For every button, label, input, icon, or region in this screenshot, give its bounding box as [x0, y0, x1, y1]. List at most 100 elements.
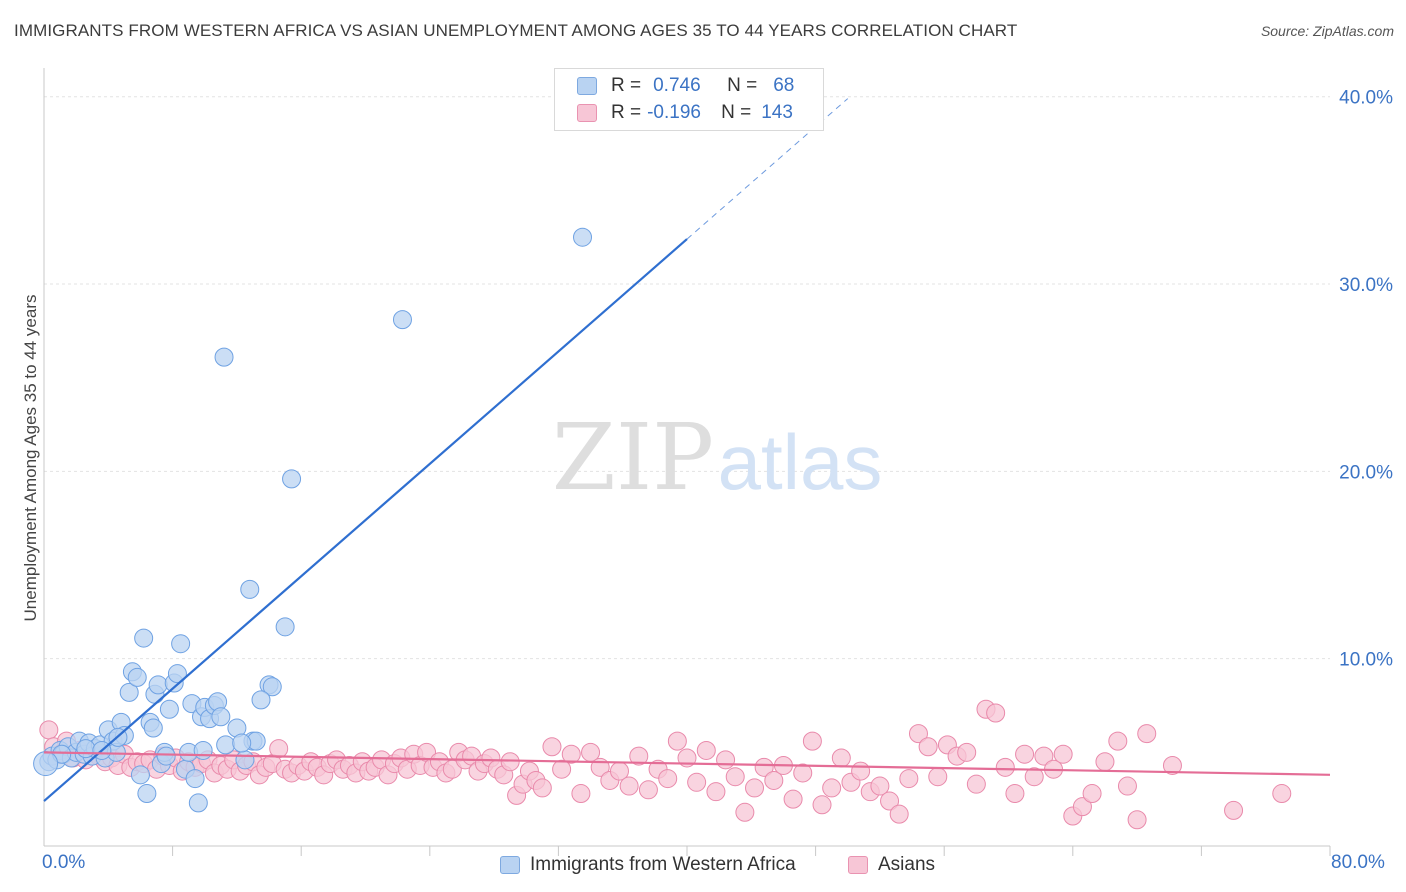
asians-point: [966, 774, 986, 794]
asians-point: [995, 757, 1015, 777]
chart-title: IMMIGRANTS FROM WESTERN AFRICA VS ASIAN …: [14, 21, 1018, 40]
legend-row-asians: R = -0.196 N = 143: [577, 101, 793, 125]
asians-point: [1095, 752, 1115, 772]
immigrants-point: [235, 750, 255, 770]
y-tick-label: 30.0%: [1339, 275, 1393, 296]
y-axis-label: Unemployment Among Ages 35 to 44 years: [21, 295, 40, 622]
asians-point: [1162, 755, 1182, 775]
legend-swatch-pink: [577, 104, 597, 122]
legend-swatch-pink: [848, 856, 868, 874]
immigrants-point: [232, 733, 252, 753]
asians-point: [812, 795, 832, 815]
correlation-legend: R = 0.746 N = 68 R = -0.196 N = 143: [554, 68, 824, 131]
x-tick-label-min: 0.0%: [42, 852, 86, 873]
asians-point: [1082, 784, 1102, 804]
asians-point: [667, 731, 687, 751]
asians-point: [1224, 800, 1244, 820]
asians-point: [1117, 776, 1137, 796]
asians-point: [1272, 784, 1292, 804]
immigrants-point: [193, 740, 213, 760]
asians-point: [696, 740, 716, 760]
asians-point: [716, 750, 736, 770]
immigrants-trend-line: [43, 238, 688, 802]
immigrants-point: [137, 784, 157, 804]
immigrants-point: [171, 634, 191, 654]
asians-point: [687, 772, 707, 792]
legend-swatch-blue: [500, 856, 520, 874]
asians-point: [552, 759, 572, 779]
immigrants-point: [119, 682, 139, 702]
immigrants-point: [185, 769, 205, 789]
immigrants-point: [188, 793, 208, 813]
immigrants-point: [143, 718, 163, 738]
immigrants-point: [156, 746, 176, 766]
legend-r-value: 0.746: [653, 75, 701, 96]
legend-row-immigrants: R = 0.746 N = 68: [577, 74, 794, 98]
asians-point: [851, 761, 871, 781]
asians-point: [532, 778, 552, 798]
asians-point: [1053, 744, 1073, 764]
asians-point: [754, 757, 774, 777]
asians-point: [542, 737, 562, 757]
asians-point: [1127, 810, 1147, 830]
immigrants-point: [240, 579, 260, 599]
asians-point: [764, 770, 784, 790]
legend-r-label: R =: [611, 102, 642, 123]
asians-point: [908, 724, 928, 744]
asians-point: [802, 731, 822, 751]
asians-point: [918, 737, 938, 757]
asians-point: [500, 752, 520, 772]
asians-point: [745, 778, 765, 798]
immigrants-point: [275, 617, 295, 637]
source-label: Source: ZipAtlas.com: [1260, 23, 1394, 39]
immigrants-point: [167, 664, 187, 684]
asians-point: [39, 720, 59, 740]
legend-swatch-blue: [577, 77, 597, 95]
legend-item-asians[interactable]: Asians: [848, 851, 935, 879]
immigrants-point: [251, 690, 271, 710]
immigrants-point: [282, 469, 302, 489]
watermark: ZIP atlas: [552, 404, 882, 511]
immigrants-point: [216, 735, 236, 755]
immigrants-point: [159, 699, 179, 719]
asians-point: [1005, 784, 1025, 804]
axes: [43, 68, 1331, 856]
y-tick-label: 40.0%: [1339, 88, 1393, 109]
asians-point: [822, 778, 842, 798]
immigrants-points: [33, 227, 593, 813]
immigrants-point: [134, 628, 154, 648]
asians-point: [1137, 724, 1157, 744]
asians-point: [880, 791, 900, 811]
asians-point: [793, 763, 813, 783]
asians-point: [783, 789, 803, 809]
asians-point: [870, 776, 890, 796]
asians-point: [561, 744, 581, 764]
asians-point: [658, 769, 678, 789]
legend-r-label: R =: [611, 75, 642, 96]
series-legend: Immigrants from Western Africa Asians: [0, 851, 1406, 879]
grid-lines: [44, 96, 1330, 660]
asians-point: [619, 776, 639, 796]
legend-r-value: -0.196: [647, 102, 701, 123]
asians-trend-line: [43, 751, 1331, 776]
immigrants-point: [392, 310, 412, 330]
asians-point: [1024, 767, 1044, 787]
asians-point: [638, 780, 658, 800]
immigrants-point: [573, 227, 593, 247]
asians-point: [889, 804, 909, 824]
asians-point: [1015, 744, 1035, 764]
watermark-zip: ZIP: [552, 404, 714, 511]
y-tick-label: 10.0%: [1339, 650, 1393, 671]
immigrants-point: [214, 347, 234, 367]
immigrants-point: [76, 739, 96, 759]
asians-point: [269, 739, 289, 759]
legend-n-value: 68: [773, 75, 795, 96]
legend-item-immigrants[interactable]: Immigrants from Western Africa: [500, 851, 796, 879]
asians-point: [1072, 797, 1092, 817]
legend-n-label: N =: [721, 102, 752, 123]
immigrants-point: [130, 765, 150, 785]
asians-point: [1108, 731, 1128, 751]
watermark-atlas: atlas: [718, 418, 883, 506]
asians-point: [831, 748, 851, 768]
